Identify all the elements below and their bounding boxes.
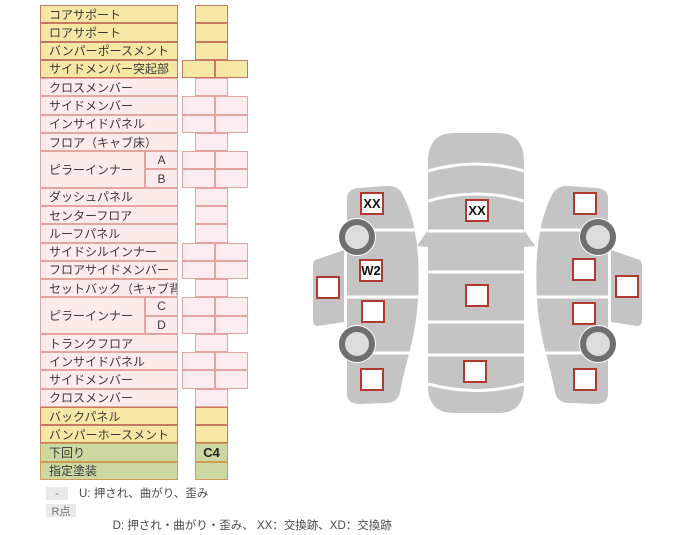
part-label: バンパーホースメント	[40, 425, 178, 444]
part-label: サイドシルインナー	[40, 242, 178, 261]
damage-cell[interactable]	[215, 297, 248, 316]
pillar-sub-label: A	[145, 151, 178, 170]
part-label: サイドメンバー	[40, 96, 178, 115]
left-rear-door-mark[interactable]	[361, 300, 385, 323]
damage-cell[interactable]	[182, 59, 215, 79]
part-label: ピラーインナー	[40, 151, 145, 188]
damage-cell[interactable]	[195, 205, 228, 225]
damage-cell[interactable]	[195, 388, 228, 407]
damage-cell[interactable]	[195, 279, 228, 298]
damage-cell[interactable]	[182, 297, 215, 316]
part-label: コアサポート	[40, 5, 178, 24]
right-front-door-mark[interactable]	[572, 258, 596, 281]
damage-cell[interactable]	[195, 425, 228, 444]
legend-text-u: U: 押され、曲がり、歪み	[79, 488, 209, 500]
damage-cell[interactable]	[195, 461, 228, 481]
damage-cell[interactable]	[195, 333, 228, 353]
part-label: トランクフロア	[40, 333, 178, 353]
top-front-mark[interactable]: XX	[465, 199, 489, 222]
top-rear-mark[interactable]	[463, 360, 487, 383]
part-label: 指定塗装	[40, 461, 178, 481]
damage-cell[interactable]	[182, 242, 215, 261]
legend-text-d: D: 押され・曲がり・歪み、 XX：交換跡、XD：交換跡	[112, 520, 392, 532]
damage-cell[interactable]	[195, 406, 228, 426]
part-label: サイドメンバー	[40, 370, 178, 389]
legend: - U: 押され、曲がり、歪み R点 D: 押され・曲がり・歪み、 XX：交換跡…	[46, 487, 666, 535]
right-rear-wheel	[580, 326, 616, 362]
damage-cell[interactable]	[195, 187, 228, 206]
pillar-sub-label: C	[145, 297, 178, 316]
damage-cell[interactable]	[182, 370, 215, 389]
car-top-view	[417, 133, 535, 413]
damage-cell[interactable]	[182, 315, 215, 334]
part-label: ピラーインナー	[40, 297, 145, 334]
damage-cell[interactable]	[195, 78, 228, 97]
right-rocker-mark[interactable]	[615, 275, 639, 298]
part-label: フロアサイドメンバー	[40, 260, 178, 280]
right-rear-fender-mark[interactable]	[573, 368, 597, 391]
legend-row-r: R点 D: 押され・曲がり・歪み、 XX：交換跡、XD：交換跡 （ダメージ有）、…	[46, 504, 666, 535]
part-label: ルーフパネル	[40, 224, 178, 243]
damage-cell[interactable]	[182, 114, 215, 133]
part-label: セットバック（キャブ背）	[40, 279, 178, 298]
damage-cell[interactable]	[182, 260, 215, 280]
damage-cell[interactable]	[195, 224, 228, 243]
damage-cell[interactable]	[215, 151, 248, 170]
part-label: バックパネル	[40, 406, 178, 426]
part-label: クロスメンバー	[40, 388, 178, 407]
left-front-fender-mark[interactable]: XX	[360, 192, 384, 215]
damage-cell[interactable]	[195, 5, 228, 24]
part-label: ロアサポート	[40, 23, 178, 42]
part-label: サイドメンバー突起部	[40, 59, 178, 79]
damage-cell[interactable]	[215, 242, 248, 261]
damage-cell[interactable]	[182, 151, 215, 170]
left-rear-fender-mark[interactable]	[360, 368, 384, 391]
damage-code: C4	[203, 445, 220, 461]
left-front-door-mark[interactable]: W2	[359, 259, 383, 282]
left-rocker-mark[interactable]	[316, 276, 340, 299]
part-label: インサイドパネル	[40, 114, 178, 133]
damage-cell[interactable]	[215, 114, 248, 133]
damage-cell[interactable]	[195, 23, 228, 42]
legend-key-u: -	[46, 487, 68, 500]
damage-cell[interactable]	[215, 260, 248, 280]
pillar-sub-label: B	[145, 169, 178, 188]
part-label: 下回り	[40, 443, 178, 462]
left-rear-wheel	[339, 326, 375, 362]
damage-cell[interactable]	[215, 352, 248, 371]
left-front-wheel	[339, 219, 375, 255]
top-roof-mark[interactable]	[465, 284, 489, 307]
part-label: ダッシュパネル	[40, 187, 178, 206]
right-front-fender-mark[interactable]	[573, 192, 597, 215]
part-label: バンパーポースメント	[40, 41, 178, 60]
legend-key-r: R点	[46, 504, 76, 518]
damage-cell[interactable]	[182, 352, 215, 371]
right-front-wheel	[580, 219, 616, 255]
car-right-side-view	[536, 185, 642, 404]
legend-row-u: - U: 押され、曲がり、歪み	[46, 487, 666, 502]
part-label: インサイドパネル	[40, 352, 178, 371]
part-label: センターフロア	[40, 205, 178, 225]
right-rear-door-mark[interactable]	[572, 302, 596, 325]
damage-cell[interactable]	[215, 315, 248, 334]
part-label: フロア（キャブ床）	[40, 132, 178, 152]
pillar-sub-label: D	[145, 315, 178, 334]
damage-cell[interactable]	[182, 169, 215, 188]
damage-cell[interactable]	[182, 96, 215, 115]
damage-cell[interactable]	[215, 96, 248, 115]
damage-cell[interactable]	[215, 169, 248, 188]
damage-cell[interactable]	[195, 132, 228, 152]
damage-cell[interactable]	[215, 370, 248, 389]
part-label: クロスメンバー	[40, 78, 178, 97]
damage-cell[interactable]	[215, 59, 248, 79]
damage-cell[interactable]	[195, 41, 228, 60]
damage-cell[interactable]: C4	[195, 443, 228, 462]
